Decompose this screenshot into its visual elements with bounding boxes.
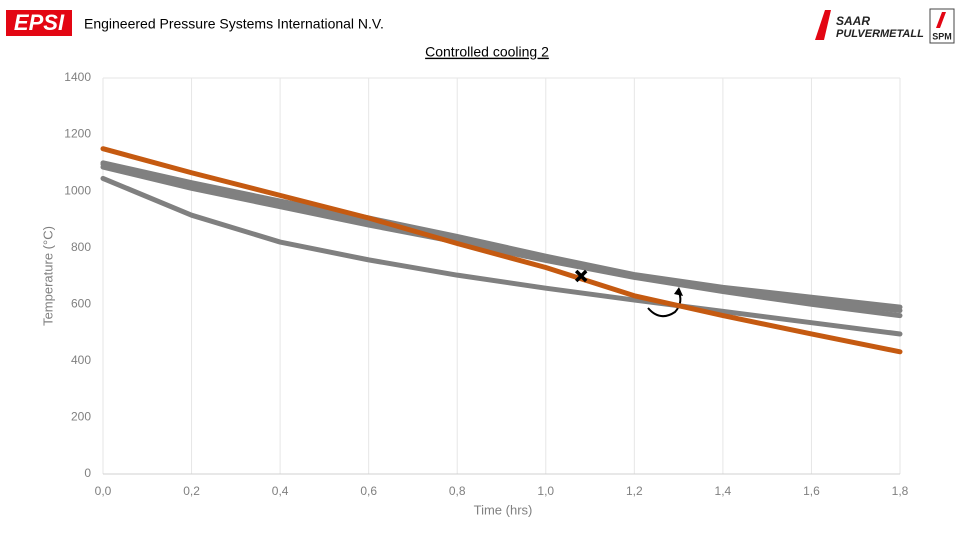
y-tick-label: 800: [71, 240, 91, 254]
logo-spm-box: [929, 8, 955, 44]
rotation-arrow-head: [674, 287, 683, 296]
x-tick-label: 0,0: [95, 484, 112, 498]
chart-title: Controlled cooling 2: [425, 44, 549, 60]
logo-spm-text: SPM: [932, 31, 952, 41]
logo-right-text-2: PULVERMETALL: [836, 28, 924, 40]
y-axis-label: Temperature (°C): [40, 226, 55, 326]
y-tick-label: 600: [71, 296, 91, 310]
series-line: [100, 146, 903, 355]
x-tick-label: 1,2: [626, 484, 643, 498]
logo-left-bg: [6, 10, 72, 36]
x-tick-label: 0,6: [360, 484, 377, 498]
x-tick-label: 1,4: [715, 484, 732, 498]
x-axis-label: Time (hrs): [474, 502, 533, 517]
x-tick-label: 1,6: [803, 484, 820, 498]
y-tick-label: 1200: [64, 127, 91, 141]
x-tick-label: 1,8: [892, 484, 909, 498]
series-line: [100, 161, 903, 314]
y-tick-label: 200: [71, 410, 91, 424]
x-tick-label: 0,2: [183, 484, 200, 498]
logo-right-text-1: SAAR: [836, 14, 870, 28]
logo-right-mark: [815, 10, 831, 40]
x-tick-label: 0,4: [272, 484, 289, 498]
x-tick-label: 0,8: [449, 484, 466, 498]
logo-spm-mark: [936, 12, 946, 28]
y-tick-label: 1400: [64, 70, 91, 84]
x-marker: [574, 269, 588, 283]
logo-left: EPSI: [14, 10, 65, 35]
y-tick-label: 400: [71, 353, 91, 367]
series-line: [100, 160, 903, 310]
x-tick-label: 1,0: [537, 484, 554, 498]
y-tick-label: 0: [84, 466, 91, 480]
rotation-arrow: [647, 289, 682, 318]
company-name: Engineered Pressure Systems Internationa…: [84, 16, 384, 32]
y-tick-label: 1000: [64, 183, 91, 197]
series-line: [100, 175, 903, 337]
